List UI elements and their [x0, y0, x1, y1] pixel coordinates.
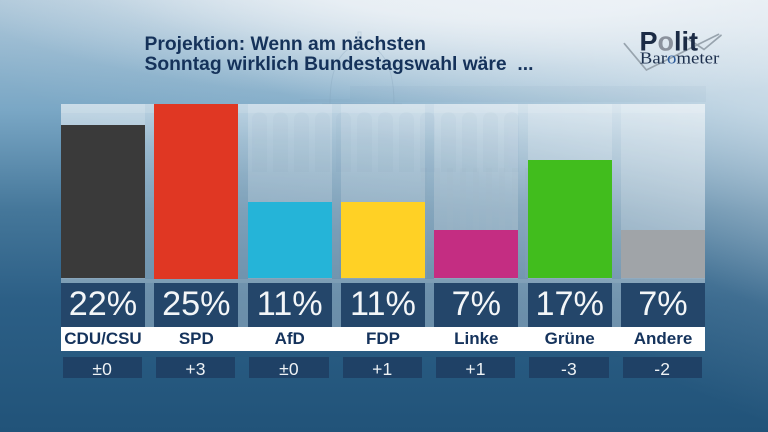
svg-text:Polit: Polit — [640, 27, 699, 57]
